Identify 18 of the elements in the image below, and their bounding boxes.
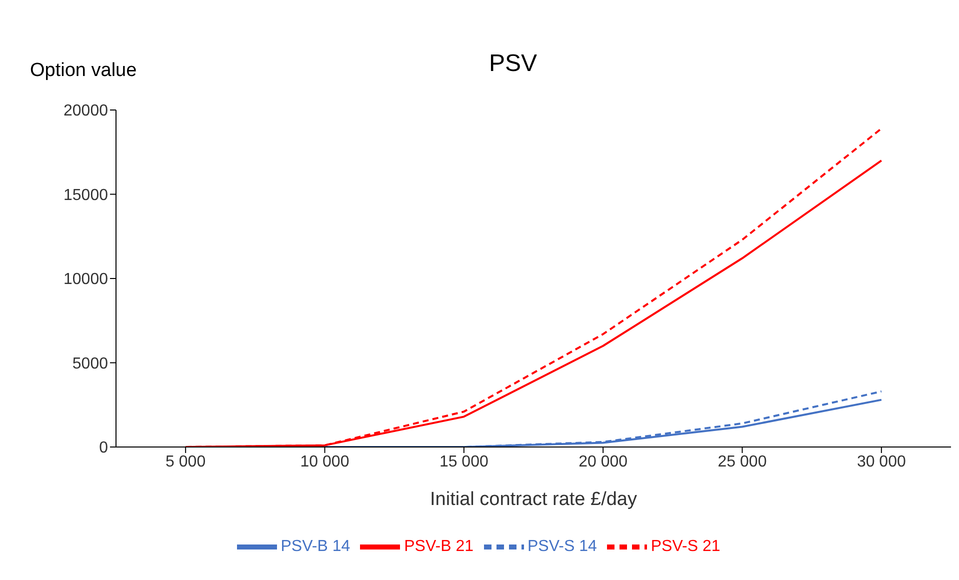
x-tick-label: 15 000 [439,453,488,470]
x-axis-title: Initial contract rate £/day [430,489,638,510]
y-tick-label: 5000 [72,355,108,372]
legend-label: PSV-S 21 [650,538,720,556]
y-tick-label: 20000 [64,102,108,120]
y-axis-title: Option value [30,60,137,82]
y-tick-label: 10000 [64,271,108,288]
legend-label: PSV-B 21 [404,538,474,556]
x-tick-label: 20 000 [578,453,628,470]
x-tick-label: 5 000 [166,453,206,470]
x-tick-label: 30 000 [856,453,906,470]
chart-title: PSV [488,50,538,77]
y-tick-label: 0 [99,440,108,457]
legend-label: PSV-S 14 [528,538,597,556]
x-tick-label: 25 000 [718,453,767,470]
y-tick-label: 15000 [64,186,108,204]
legend-label: PSV-B 14 [280,538,350,556]
x-tick-label: 10 000 [300,453,350,470]
